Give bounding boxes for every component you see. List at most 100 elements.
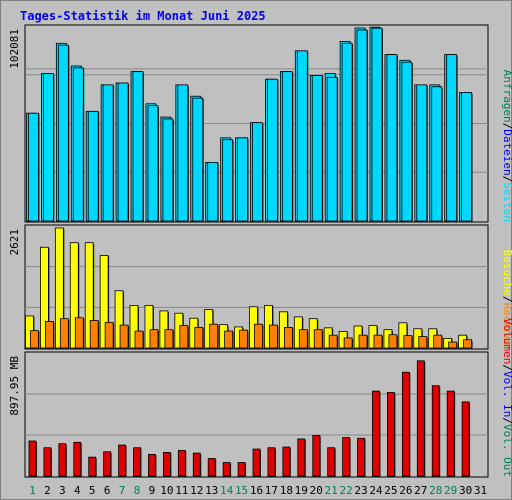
bar-volumen-13: [207, 458, 216, 477]
y-max-label: 2621: [8, 229, 21, 256]
bar-rechner-11: [179, 325, 189, 349]
bar-dateien-5: [87, 110, 99, 222]
bar-rechner-3: [59, 318, 69, 349]
bar-rechner-5: [89, 320, 99, 349]
side-legend-2: Besuche/Rechner: [501, 250, 512, 350]
legend-entry: Vol. Out: [501, 424, 512, 477]
bar-rechner-1: [30, 330, 39, 349]
bar-rechner-28: [433, 334, 443, 349]
x-tick-label: 16: [250, 484, 263, 497]
bar-besuche-9: [144, 305, 154, 349]
side-legend-1: Anfragen/Dateien/Seiten: [501, 70, 512, 222]
x-tick-label: 27: [414, 484, 427, 497]
bar-dateien-9: [147, 105, 159, 222]
x-tick-label: 29: [444, 484, 457, 497]
x-tick-label: 3: [59, 484, 66, 497]
legend-separator: /: [501, 296, 512, 303]
x-tick-label: 8: [134, 484, 141, 497]
x-tick-label: 9: [149, 484, 156, 497]
y-max-label: 897.95 MB: [8, 356, 21, 416]
bar-dateien-17: [267, 78, 278, 222]
bar-besuche-5: [84, 242, 94, 349]
bar-volumen-10: [162, 452, 171, 477]
bar-volumen-23: [357, 437, 365, 477]
bar-volumen-27: [416, 360, 425, 477]
bar-rechner-14: [224, 330, 234, 349]
bar-rechner-4: [74, 317, 84, 349]
x-tick-label: 5: [89, 484, 96, 497]
x-tick-label: 12: [190, 484, 203, 497]
bar-besuche-6: [99, 255, 109, 349]
bar-rechner-21: [328, 334, 338, 349]
bar-rechner-9: [149, 329, 159, 349]
panel-2: 2621 Besuche/Rechner: [8, 224, 512, 350]
bar-volumen-8: [133, 447, 141, 477]
bar-dateien-14: [222, 139, 234, 222]
bar-volumen-28: [431, 385, 440, 477]
bar-rechner-26: [403, 335, 413, 349]
bar-rechner-2: [45, 321, 54, 349]
x-tick-label: 24: [369, 484, 383, 497]
x-tick-label: 22: [339, 484, 352, 497]
bar-rechner-20: [313, 329, 323, 349]
legend-entry: Volumen: [501, 318, 512, 364]
bar-rechner-13: [209, 323, 219, 349]
bar-dateien-3: [57, 44, 69, 222]
bar-volumen-16: [252, 448, 261, 477]
bar-dateien-28: [431, 86, 443, 222]
x-tick-label: 31: [474, 484, 487, 497]
bar-dateien-6: [102, 84, 114, 222]
bar-dateien-18: [281, 71, 293, 222]
legend-separator: /: [501, 123, 512, 130]
legend-entry: Seiten: [501, 182, 512, 222]
x-tick-label: 10: [160, 484, 173, 497]
x-tick-label: 25: [384, 484, 397, 497]
bar-volumen-15: [237, 462, 246, 477]
bar-dateien-27: [416, 84, 428, 222]
bar-volumen-2: [43, 447, 52, 477]
legend-separator: /: [501, 176, 512, 183]
x-tick-label: 30: [459, 484, 472, 497]
x-tick-label: 4: [74, 484, 81, 497]
bar-volumen-22: [342, 437, 351, 477]
x-tick-label: 21: [325, 484, 338, 497]
bar-dateien-1: [28, 112, 39, 222]
legend-entry: Rechner: [501, 303, 512, 350]
bar-dateien-19: [296, 50, 308, 222]
bar-dateien-15: [237, 137, 248, 222]
bar-rechner-15: [239, 329, 248, 349]
bar-rechner-19: [298, 329, 308, 349]
bar-rechner-6: [104, 321, 114, 349]
x-tick-label: 23: [354, 484, 367, 497]
bar-dateien-12: [192, 97, 204, 222]
bar-volumen-12: [192, 452, 201, 477]
x-tick-label: 19: [295, 484, 308, 497]
bar-rechner-22: [343, 337, 353, 349]
bar-volumen-11: [177, 449, 186, 477]
legend-separator: /: [501, 417, 512, 424]
side-legend-text: Anfragen/Dateien/Seiten: [501, 70, 512, 222]
side-legend-3: Volumen/Vol. In/Vol. Out: [501, 318, 512, 477]
bar-dateien-23: [356, 29, 368, 222]
bar-volumen-24: [372, 390, 380, 477]
bar-dateien-29: [446, 54, 458, 222]
bar-dateien-30: [461, 92, 472, 222]
legend-entry: Dateien: [501, 129, 512, 175]
bar-volumen-26: [401, 371, 410, 477]
bar-besuche-3: [54, 227, 64, 349]
bar-dateien-13: [207, 161, 219, 222]
bar-dateien-24: [371, 27, 383, 222]
bar-volumen-9: [148, 454, 156, 477]
bar-volumen-21: [327, 447, 336, 477]
bar-rechner-25: [388, 334, 398, 349]
bar-besuche-7: [114, 290, 124, 349]
bar-volumen-19: [297, 438, 306, 477]
bar-rechner-29: [448, 341, 458, 349]
bar-dateien-16: [252, 122, 263, 222]
bar-dateien-22: [341, 42, 353, 222]
bar-dateien-11: [177, 84, 189, 222]
bar-rechner-30: [463, 339, 472, 349]
x-tick-label: 11: [175, 484, 188, 497]
